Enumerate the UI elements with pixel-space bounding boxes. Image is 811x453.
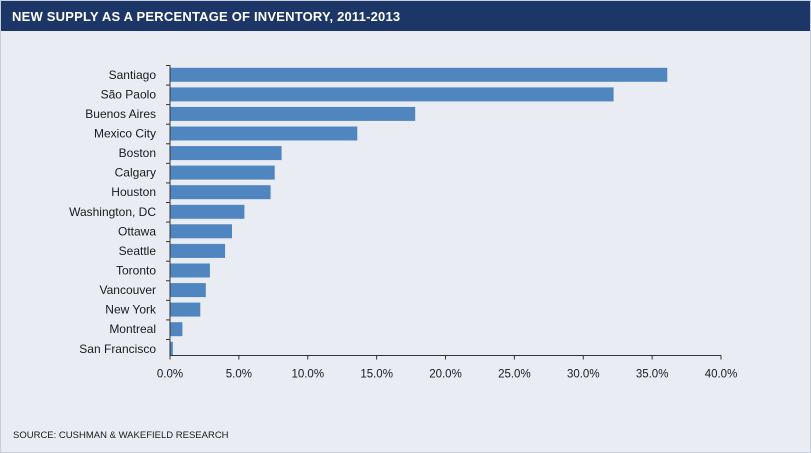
x-tick-label: 15.0% xyxy=(360,369,393,381)
category-label: Boston xyxy=(119,146,156,160)
x-tick-label: 0.0% xyxy=(157,369,183,381)
bar xyxy=(170,165,275,180)
category-label: Houston xyxy=(111,185,156,199)
bar xyxy=(170,302,201,317)
category-label: Vancouver xyxy=(100,283,156,297)
title-bar: NEW SUPPLY AS A PERCENTAGE OF INVENTORY,… xyxy=(1,1,810,31)
category-label: Montreal xyxy=(109,322,156,336)
category-label: São Paolo xyxy=(101,87,157,101)
bar xyxy=(170,341,173,356)
bar xyxy=(170,106,416,121)
bar-chart: Santiago São Paolo Buenos Aires Mexico City… xyxy=(69,65,738,381)
category-label: Buenos Aires xyxy=(85,107,156,121)
bar xyxy=(170,243,226,258)
category-label: San Francisco xyxy=(79,342,156,356)
category-label: New York xyxy=(105,303,157,317)
category-label: Seattle xyxy=(119,244,157,258)
bar xyxy=(170,224,232,239)
source-note: SOURCE: CUSHMAN & WAKEFIELD RESEARCH xyxy=(13,430,229,441)
x-tick-label: 30.0% xyxy=(567,369,600,381)
category-label: Santiago xyxy=(109,68,157,82)
x-tick-label: 20.0% xyxy=(429,369,462,381)
x-tick-label: 25.0% xyxy=(498,369,531,381)
x-tick-label: 5.0% xyxy=(226,369,252,381)
bar xyxy=(170,67,668,82)
bar xyxy=(170,204,245,219)
bar xyxy=(170,87,614,102)
bar xyxy=(170,263,210,278)
bar xyxy=(170,185,271,200)
x-tick-label: 10.0% xyxy=(291,369,324,381)
bar xyxy=(170,146,282,161)
category-label: Calgary xyxy=(115,166,156,180)
x-tick-label: 35.0% xyxy=(636,369,669,381)
category-label: Mexico City xyxy=(94,127,156,141)
bar xyxy=(170,126,358,141)
bar xyxy=(170,322,183,337)
category-label: Washington, DC xyxy=(69,205,156,219)
x-tick-label: 40.0% xyxy=(705,369,738,381)
chart-title: NEW SUPPLY AS A PERCENTAGE OF INVENTORY,… xyxy=(12,9,401,24)
category-label: Ottawa xyxy=(118,224,156,238)
bar xyxy=(170,283,206,298)
category-label: Toronto xyxy=(116,264,156,278)
